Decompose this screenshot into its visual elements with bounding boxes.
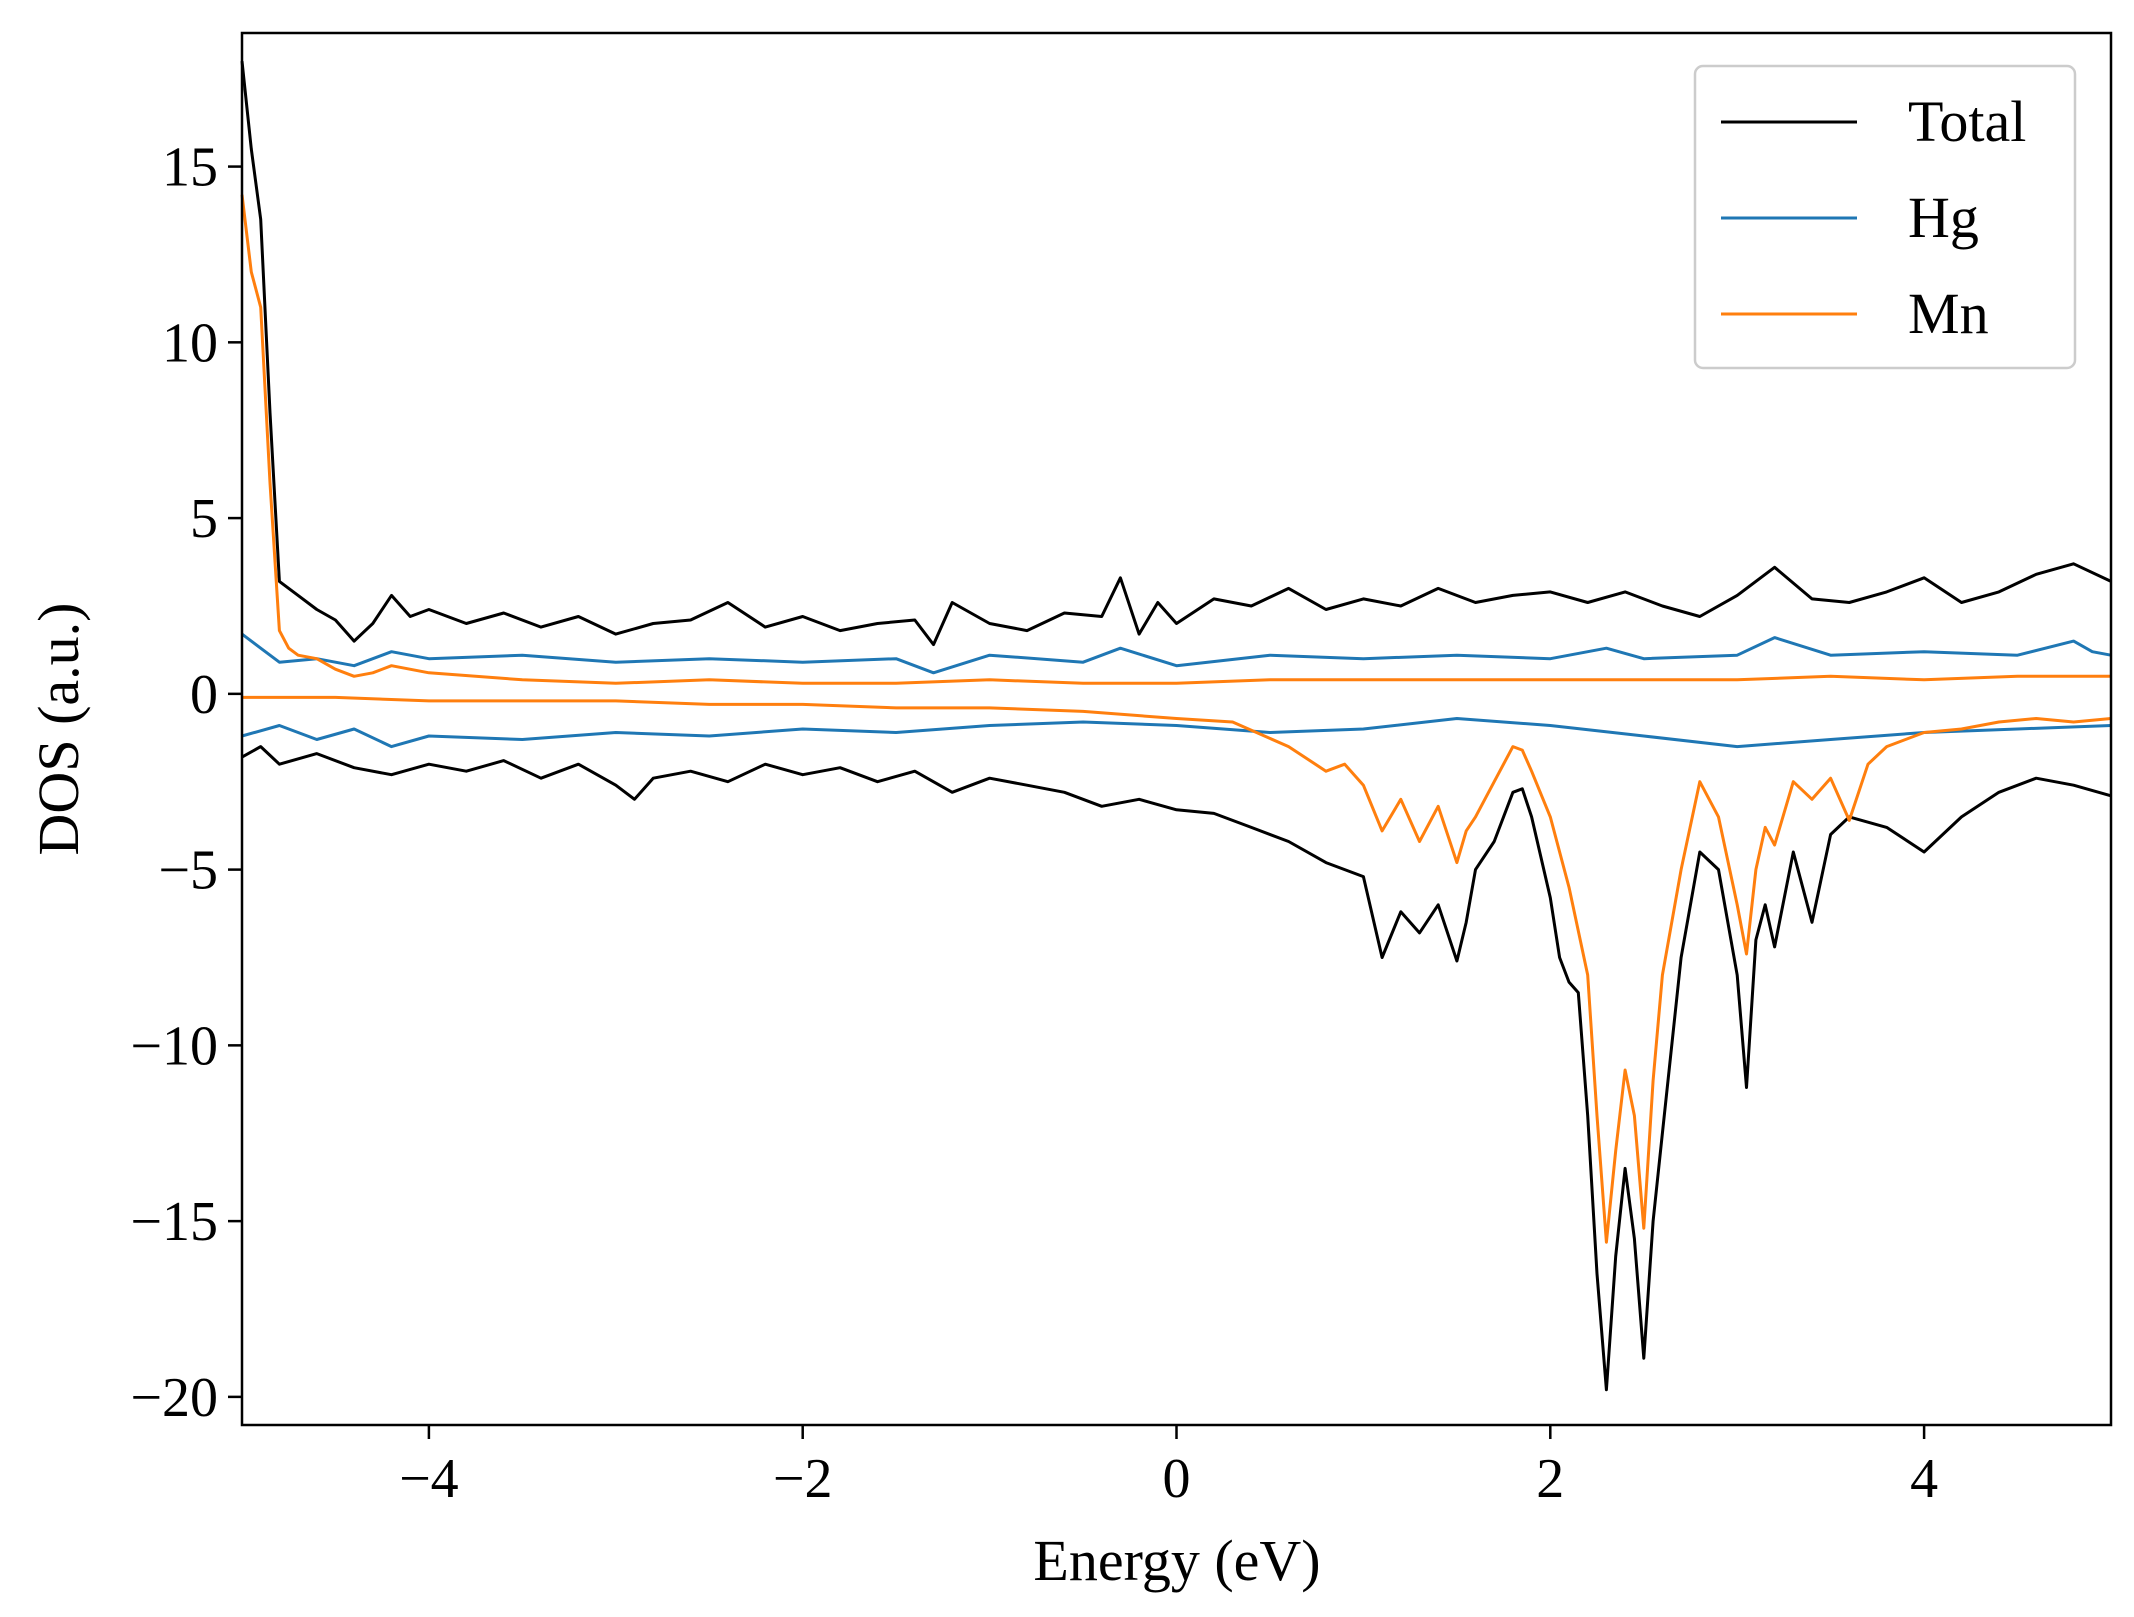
y-tick-label: −20 (130, 1367, 218, 1429)
x-tick-label: −4 (399, 1448, 459, 1510)
legend: Total Hg Mn (1693, 64, 2077, 370)
y-tick-label: 0 (190, 664, 218, 726)
y-tick-label: −15 (130, 1191, 218, 1253)
x-tick-label: 0 (1163, 1448, 1191, 1510)
legend-box (1693, 64, 2077, 370)
series-line-mn-down (242, 695, 2112, 1244)
series-line-mn-up (240, 194, 2111, 685)
y-axis-label: DOS (a.u.) (26, 603, 91, 856)
legend-label-mn: Mn (1908, 281, 1989, 346)
y-tick-label: 15 (162, 137, 218, 199)
series-line-total-down (241, 745, 2112, 1392)
x-tick-label: 4 (1910, 1448, 1938, 1510)
x-tick-label: −2 (773, 1448, 833, 1510)
series-line-hg-up (241, 632, 2112, 675)
series-line-total-up (240, 60, 2112, 647)
x-axis-ticks: −4 −2 0 2 4 (399, 1425, 1938, 1510)
plot-lines (240, 60, 2112, 1392)
y-tick-label: −10 (130, 1015, 218, 1077)
y-tick-label: 5 (190, 488, 218, 550)
y-tick-label: 10 (162, 312, 218, 374)
x-axis-label: Energy (eV) (1033, 1528, 1320, 1593)
legend-label-total: Total (1908, 89, 2026, 154)
x-tick-label: 2 (1536, 1448, 1564, 1510)
y-axis-ticks: 15 10 5 0 −5 −10 −15 −20 (130, 137, 242, 1429)
y-tick-label: −5 (158, 840, 218, 902)
series-line-hg-down (241, 717, 2112, 749)
legend-label-hg: Hg (1908, 185, 1979, 250)
